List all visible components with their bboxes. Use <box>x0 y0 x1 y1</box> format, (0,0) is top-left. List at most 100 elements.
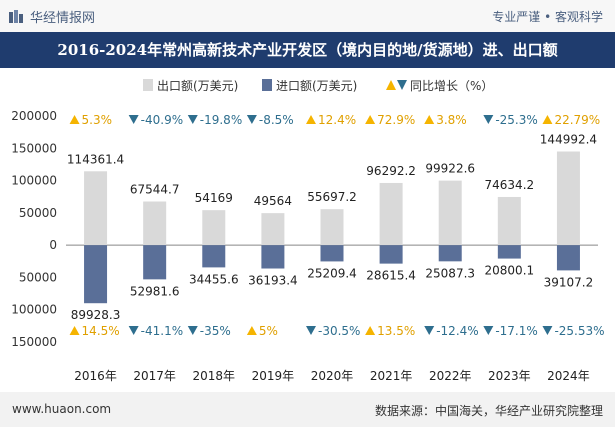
export-value-label: 55697.2 <box>307 190 357 204</box>
y-tick-label: 100000 <box>11 303 57 317</box>
import-bar <box>143 245 167 280</box>
y-tick-label: 0 <box>49 238 57 252</box>
brand[interactable]: 华经情报网 <box>8 7 95 26</box>
import-value-label: 20800.1 <box>485 264 535 278</box>
growth-value: -35% <box>200 324 231 338</box>
growth-value: 14.5% <box>82 324 120 338</box>
import-bar <box>202 245 226 268</box>
x-tick-label: 2016年 <box>74 369 117 383</box>
data-labels: 114361.4 89928.3 67544.7 52981.6 54169 34455.… <box>67 133 597 323</box>
y-tick-label: 50000 <box>19 270 57 284</box>
growth-value: 72.9% <box>377 113 415 127</box>
export-bar <box>438 180 462 246</box>
growth-down-icon <box>542 326 553 335</box>
growth-up-icon <box>424 115 435 124</box>
x-tick-label: 2019年 <box>252 369 295 383</box>
growth-up-icon <box>69 326 80 335</box>
growth-value: 12.4% <box>318 113 356 127</box>
import-bar <box>320 245 344 262</box>
import-bar <box>556 245 580 271</box>
growth-value: -8.5% <box>259 113 294 127</box>
growth-value: -41.1% <box>141 324 183 338</box>
import-value-label: 36193.4 <box>248 274 298 288</box>
export-bar <box>261 213 285 246</box>
export-bar <box>84 171 108 246</box>
export-value-label: 74634.2 <box>485 178 535 192</box>
growth-value: -25.3% <box>495 113 537 127</box>
y-tick-label: 150000 <box>11 335 57 349</box>
import-value-label: 25087.3 <box>425 266 475 280</box>
y-tick-label: 150000 <box>11 141 57 155</box>
export-value-label: 49564 <box>254 194 292 208</box>
growth-down-icon <box>483 115 494 124</box>
import-value-label: 89928.3 <box>71 308 121 322</box>
x-tick-label: 2024年 <box>547 369 590 383</box>
y-tick-label: 100000 <box>11 174 57 188</box>
footer: www.huaon.com 数据来源：中国海关，华经产业研究院整理 <box>0 392 615 427</box>
import-bar <box>261 245 285 269</box>
x-tick-label: 2022年 <box>429 369 472 383</box>
growth-value: -12.4% <box>436 324 478 338</box>
growth-up-icon <box>542 115 553 124</box>
export-bar <box>379 182 403 246</box>
growth-up-icon <box>306 115 316 124</box>
export-bar <box>556 151 580 246</box>
import-value-label: 52981.6 <box>130 284 180 298</box>
import-bar <box>497 245 521 259</box>
legend-down-triangle-icon <box>397 80 407 90</box>
export-value-label: 99922.6 <box>425 162 475 176</box>
y-tick-label: 50000 <box>19 206 57 220</box>
growth-value: -30.5% <box>318 324 360 338</box>
growth-value: -19.8% <box>200 113 242 127</box>
growth-down-icon <box>246 115 257 124</box>
export-value-label: 114361.4 <box>67 152 124 166</box>
top-bar: 华经情报网 专业严谨 • 客观科学 <box>0 0 615 32</box>
export-bar <box>202 210 226 246</box>
import-value-label: 39107.2 <box>544 275 594 289</box>
brand-logo-icon <box>9 9 23 23</box>
export-bar <box>143 201 167 246</box>
legend-import-label: 进口额(万美元) <box>276 79 357 93</box>
growth-down-icon <box>128 115 139 124</box>
growth-down-icon <box>483 326 494 335</box>
x-tick-label: 2021年 <box>370 369 413 383</box>
import-value-label: 34455.6 <box>189 272 239 286</box>
export-bar <box>320 209 344 246</box>
import-value-label: 28615.4 <box>366 269 416 283</box>
growth-up-icon <box>365 326 376 335</box>
chart: 出口额(万美元) 进口额(万美元) 同比增长（%） 200000 150000 10… <box>11 79 605 383</box>
bars <box>84 151 580 304</box>
growth-up-icon <box>365 115 376 124</box>
import-bar <box>84 245 108 304</box>
legend-export-label: 出口额(万美元) <box>157 79 238 93</box>
footer-website[interactable]: www.huaon.com <box>12 402 112 416</box>
growth-value: -40.9% <box>141 113 183 127</box>
growth-value: -25.53% <box>554 324 604 338</box>
x-tick-label: 2017年 <box>133 369 176 383</box>
x-tick-label: 2023年 <box>488 369 531 383</box>
export-bar <box>497 196 521 246</box>
tagline: 专业严谨 • 客观科学 <box>492 10 603 24</box>
growth-down-icon <box>187 115 198 124</box>
legend-growth-label: 同比增长（%） <box>410 79 493 93</box>
y-tick-label: 200000 <box>11 109 57 123</box>
growth-value: 3.8% <box>436 113 467 127</box>
chart-title: 2016-2024年常州高新技术产业开发区（境内目的地/货源地）进、出口额 <box>57 41 558 59</box>
growth-down-icon <box>306 326 316 335</box>
export-value-label: 144992.4 <box>540 133 597 147</box>
legend: 出口额(万美元) 进口额(万美元) 同比增长（%） <box>143 79 493 93</box>
brand-name: 华经情报网 <box>30 11 96 26</box>
growth-value: 5% <box>259 324 278 338</box>
legend-up-triangle-icon <box>386 80 396 90</box>
import-bar <box>438 245 462 262</box>
x-axis: 2016年 2017年 2018年 2019年 2020年 2021年 2022年 2023年… <box>74 369 589 383</box>
legend-export-swatch <box>143 79 153 91</box>
x-tick-label: 2018年 <box>193 369 236 383</box>
import-value-label: 25209.4 <box>307 266 357 280</box>
import-bar <box>379 245 403 264</box>
growth-value: 22.79% <box>554 113 600 127</box>
export-value-label: 96292.2 <box>366 164 416 178</box>
growth-value: 5.3% <box>82 113 113 127</box>
export-value-label: 67544.7 <box>130 183 180 197</box>
growth-value: 13.5% <box>377 324 415 338</box>
